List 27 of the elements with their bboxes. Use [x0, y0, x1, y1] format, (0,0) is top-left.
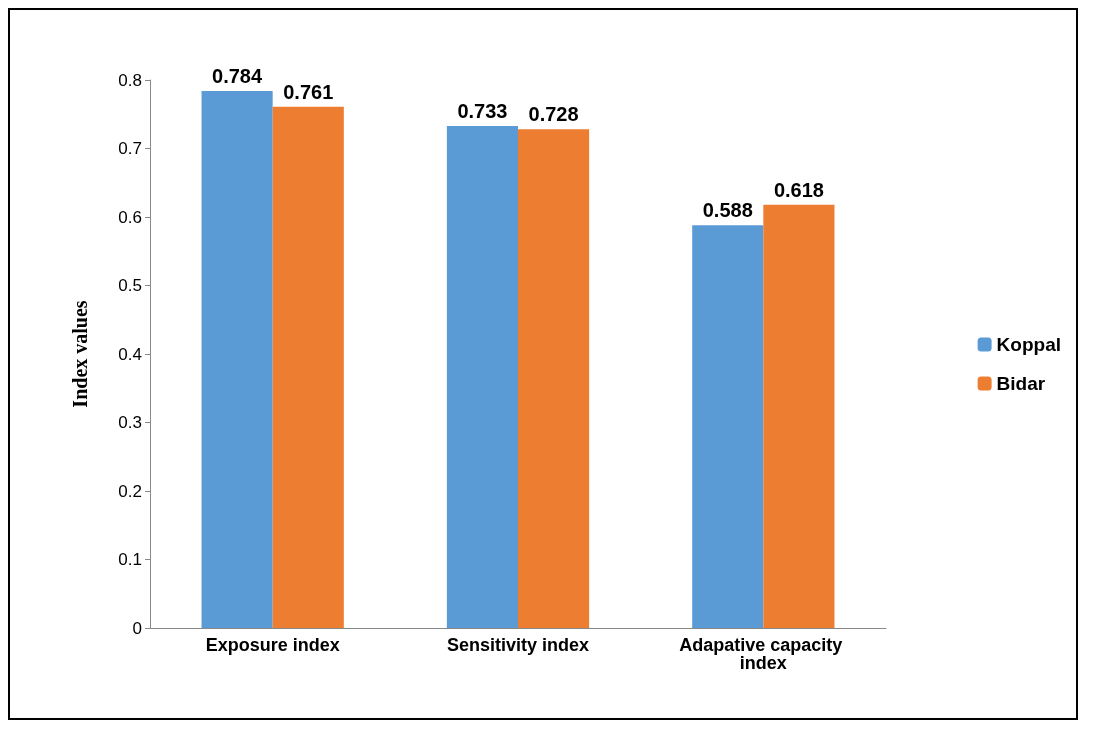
x-tick-label: Adapative capacity index: [679, 635, 848, 673]
y-tick-label: 0.1: [118, 550, 142, 569]
data-label: 0.588: [702, 199, 753, 222]
y-tick-label: 0.3: [118, 413, 142, 432]
legend-label: Bidar: [996, 373, 1046, 394]
y-tick-label: 0.7: [118, 139, 142, 158]
bar: [518, 129, 590, 628]
y-tick-label: 0.4: [118, 344, 142, 364]
y-tick-label: 0.8: [118, 70, 142, 90]
legend-label: Koppal: [996, 334, 1062, 355]
y-axis-title: Index values: [69, 300, 91, 408]
data-label: 0.784: [212, 64, 263, 87]
x-tick-label: Exposure index: [205, 635, 340, 655]
y-tick-label: 0.2: [118, 481, 142, 501]
bar: [763, 204, 835, 628]
data-label: 0.761: [283, 80, 334, 103]
bar: [201, 90, 273, 628]
bar: [446, 125, 518, 628]
x-tick-label: Sensitivity index: [446, 635, 590, 655]
y-tick-label: 0.6: [118, 207, 142, 227]
bar: [272, 106, 344, 628]
bar: [692, 225, 764, 628]
data-label: 0.733: [457, 99, 508, 122]
data-label: 0.618: [773, 178, 824, 201]
y-tick-label: 0: [132, 618, 142, 638]
y-tick-label: 0.5: [118, 276, 142, 295]
data-label: 0.728: [528, 103, 579, 126]
